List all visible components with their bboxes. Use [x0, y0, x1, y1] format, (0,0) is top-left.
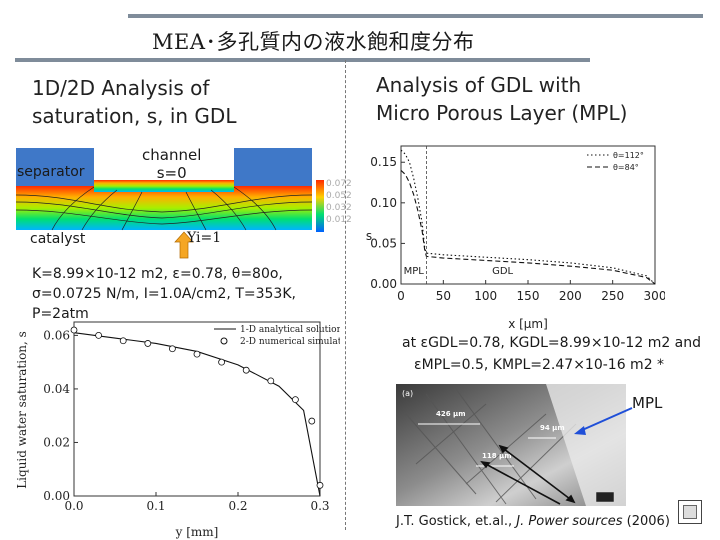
conditions-text: K=8.99×10-12 m2, ε=0.78, θ=80o, σ=0.0725… — [32, 264, 296, 324]
gdl-mpl-micrograph: (a) 426 µm 94 µm 118 µm — [396, 384, 626, 506]
channel-label: channel s=0 — [142, 146, 201, 182]
data-point — [119, 337, 127, 345]
right-heading-line-2: Micro Porous Layer (MPL) — [376, 101, 628, 125]
y-tick-label: 0.05 — [370, 236, 397, 250]
title-rule-top — [128, 14, 703, 18]
series-line — [400, 169, 656, 285]
title-rule-bottom — [15, 58, 590, 62]
contour-value-3: 0.032 — [326, 203, 352, 213]
y-axis-label: Liquid water saturation, s — [15, 331, 29, 489]
conditions-line-2: σ=0.0725 N/m, I=1.0A/cm2, T=353K, — [32, 286, 296, 302]
legend-label: 1-D analytical solution — [240, 325, 340, 335]
channel-region — [94, 180, 234, 192]
slide-title: MEA･多孔質内の液水飽和度分布 — [152, 30, 475, 54]
scale-label-118: 118 µm — [482, 452, 512, 460]
conditions-line-1: K=8.99×10-12 m2, ε=0.78, θ=80o, — [32, 266, 283, 282]
right-heading-line-1: Analysis of GDL with — [376, 73, 582, 97]
left-heading-line-2: saturation, s, in GDL — [32, 104, 237, 128]
micrograph-label-a: (a) — [402, 389, 413, 398]
catalyst-label: catalyst — [30, 231, 86, 247]
data-point — [218, 358, 226, 366]
x-tick-label: 150 — [517, 289, 540, 303]
slide-nav-icon[interactable] — [678, 500, 702, 524]
data-point — [168, 345, 176, 353]
y-tick-label: 0.04 — [43, 382, 70, 396]
gdl-saturation-field — [16, 186, 312, 230]
citation-authors: J.T. Gostick, et.al., — [396, 514, 517, 529]
x-axis-label: x [μm] — [508, 317, 548, 331]
mpl-note-line-2: εMPL=0.5, KMPL=2.47×10-16 m2 * — [414, 357, 665, 373]
contour-value-4: 0.012 — [326, 215, 352, 225]
y-tick-label: 0.00 — [43, 489, 70, 503]
scale-label-426: 426 µm — [436, 410, 466, 418]
saturation-profile-chart: 0.0 0.1 0.2 0.3 0.00 0.02 0.04 0.06 1-D analytic… — [15, 321, 340, 539]
plot-frame — [73, 321, 321, 497]
contour-value-1: 0.072 — [326, 179, 352, 189]
x-axis-label: y [mm] — [175, 525, 219, 539]
y-tick-label: 0.02 — [43, 435, 70, 449]
thickness-arrows — [480, 444, 576, 505]
y-tick-label: 0.10 — [370, 196, 397, 210]
x-tick-label: 300 — [644, 289, 665, 303]
x-tick-label: 0.2 — [228, 499, 247, 513]
x-tick-label: 0.0 — [64, 499, 83, 513]
left-heading: 1D/2D Analysis of saturation, s, in GDL — [32, 74, 236, 130]
mpl-note: at εGDL=0.78, KGDL=8.99×10-12 m2 and εMP… — [402, 332, 701, 376]
data-point — [193, 350, 201, 358]
mpl-callout-label: MPL — [632, 394, 663, 412]
series-line — [400, 149, 656, 285]
region-label-mpl: MPL — [404, 266, 425, 277]
data-point — [242, 366, 250, 374]
micrograph-scale-box — [595, 491, 615, 503]
conditions-line-3: P=2atm — [32, 306, 89, 322]
legend-label: θ=84° — [613, 163, 639, 172]
right-heading: Analysis of GDL with Micro Porous Layer … — [376, 71, 627, 127]
gdl-domain-diagram — [15, 148, 324, 259]
data-point — [291, 396, 299, 404]
panel-divider — [345, 60, 346, 530]
mpl-saturation-chart: 0 50 100 150 200 250 300 0.00 0.05 0.10 0.15 θ=112°… — [366, 145, 665, 331]
channel-label-line-2: s=0 — [156, 164, 187, 182]
contour-lines — [15, 186, 313, 231]
saturation-color-legend — [316, 180, 324, 232]
y-tick-label: 0.15 — [370, 155, 397, 169]
citation-year: (2006) — [622, 514, 670, 529]
scale-label-94: 94 µm — [540, 424, 565, 432]
contour-value-labels: 0.072 0.052 0.032 0.012 — [326, 178, 352, 226]
data-point — [308, 417, 316, 425]
flux-arrow-icon — [174, 231, 194, 259]
separator-label: separator — [17, 164, 85, 180]
data-point — [316, 481, 324, 489]
data-point — [95, 331, 102, 339]
x-tick-label: 0 — [397, 289, 405, 303]
x-tick-label: 100 — [474, 289, 497, 303]
legend-label: 2-D numerical simulation — [240, 337, 340, 347]
flux-label: Yi=1 — [187, 230, 222, 246]
contour-value-2: 0.052 — [326, 191, 352, 201]
mpl-pointer-arrow — [574, 407, 633, 435]
data-point — [70, 326, 78, 334]
data-point — [144, 340, 152, 347]
citation: J.T. Gostick, et.al., J. Power sources (… — [396, 514, 670, 529]
y-tick-label: 0.00 — [370, 277, 397, 291]
left-heading-line-1: 1D/2D Analysis of — [32, 76, 210, 100]
separator-block-right — [234, 148, 312, 186]
separator-block-left — [16, 148, 94, 186]
x-tick-label: 200 — [559, 289, 582, 303]
legend-marker — [220, 337, 228, 345]
region-label-gdl: GDL — [492, 266, 513, 277]
x-tick-label: 250 — [601, 289, 624, 303]
legend-label: θ=112° — [613, 151, 644, 160]
channel-label-line-1: channel — [142, 146, 202, 164]
citation-journal: J. Power sources — [516, 514, 623, 529]
x-tick-label: 0.3 — [310, 499, 329, 513]
y-axis-label: s — [366, 229, 372, 243]
mpl-note-line-1: at εGDL=0.78, KGDL=8.99×10-12 m2 and — [402, 335, 702, 351]
x-tick-label: 0.1 — [146, 499, 165, 513]
data-point — [267, 377, 275, 385]
y-tick-label: 0.06 — [43, 328, 70, 342]
x-tick-label: 50 — [436, 289, 451, 303]
